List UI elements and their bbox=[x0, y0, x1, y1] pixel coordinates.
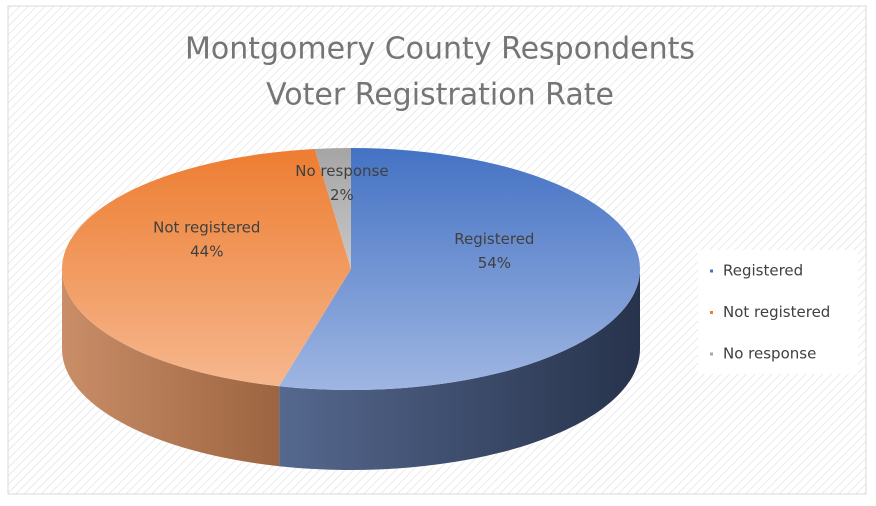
legend-label: No response bbox=[723, 345, 816, 363]
data-label: 54% bbox=[478, 254, 511, 272]
chart-title: Voter Registration Rate bbox=[266, 78, 614, 113]
slice bbox=[314, 148, 351, 269]
slice bbox=[279, 148, 641, 390]
data-label: No response bbox=[295, 162, 388, 180]
legend-box bbox=[698, 250, 858, 374]
chart-title: Montgomery County Respondents bbox=[185, 32, 695, 67]
data-label: 2% bbox=[330, 186, 354, 204]
legend-label: Registered bbox=[723, 262, 803, 280]
legend-label: Not registered bbox=[723, 303, 830, 321]
data-label: Not registered bbox=[153, 219, 260, 237]
slice-side bbox=[62, 269, 280, 467]
slice-side bbox=[279, 269, 640, 470]
data-label: Registered bbox=[454, 230, 534, 248]
legend-marker bbox=[710, 352, 713, 356]
data-label: 44% bbox=[190, 243, 223, 261]
legend-marker bbox=[710, 269, 713, 273]
legend-marker bbox=[710, 311, 713, 314]
slice bbox=[62, 148, 352, 387]
